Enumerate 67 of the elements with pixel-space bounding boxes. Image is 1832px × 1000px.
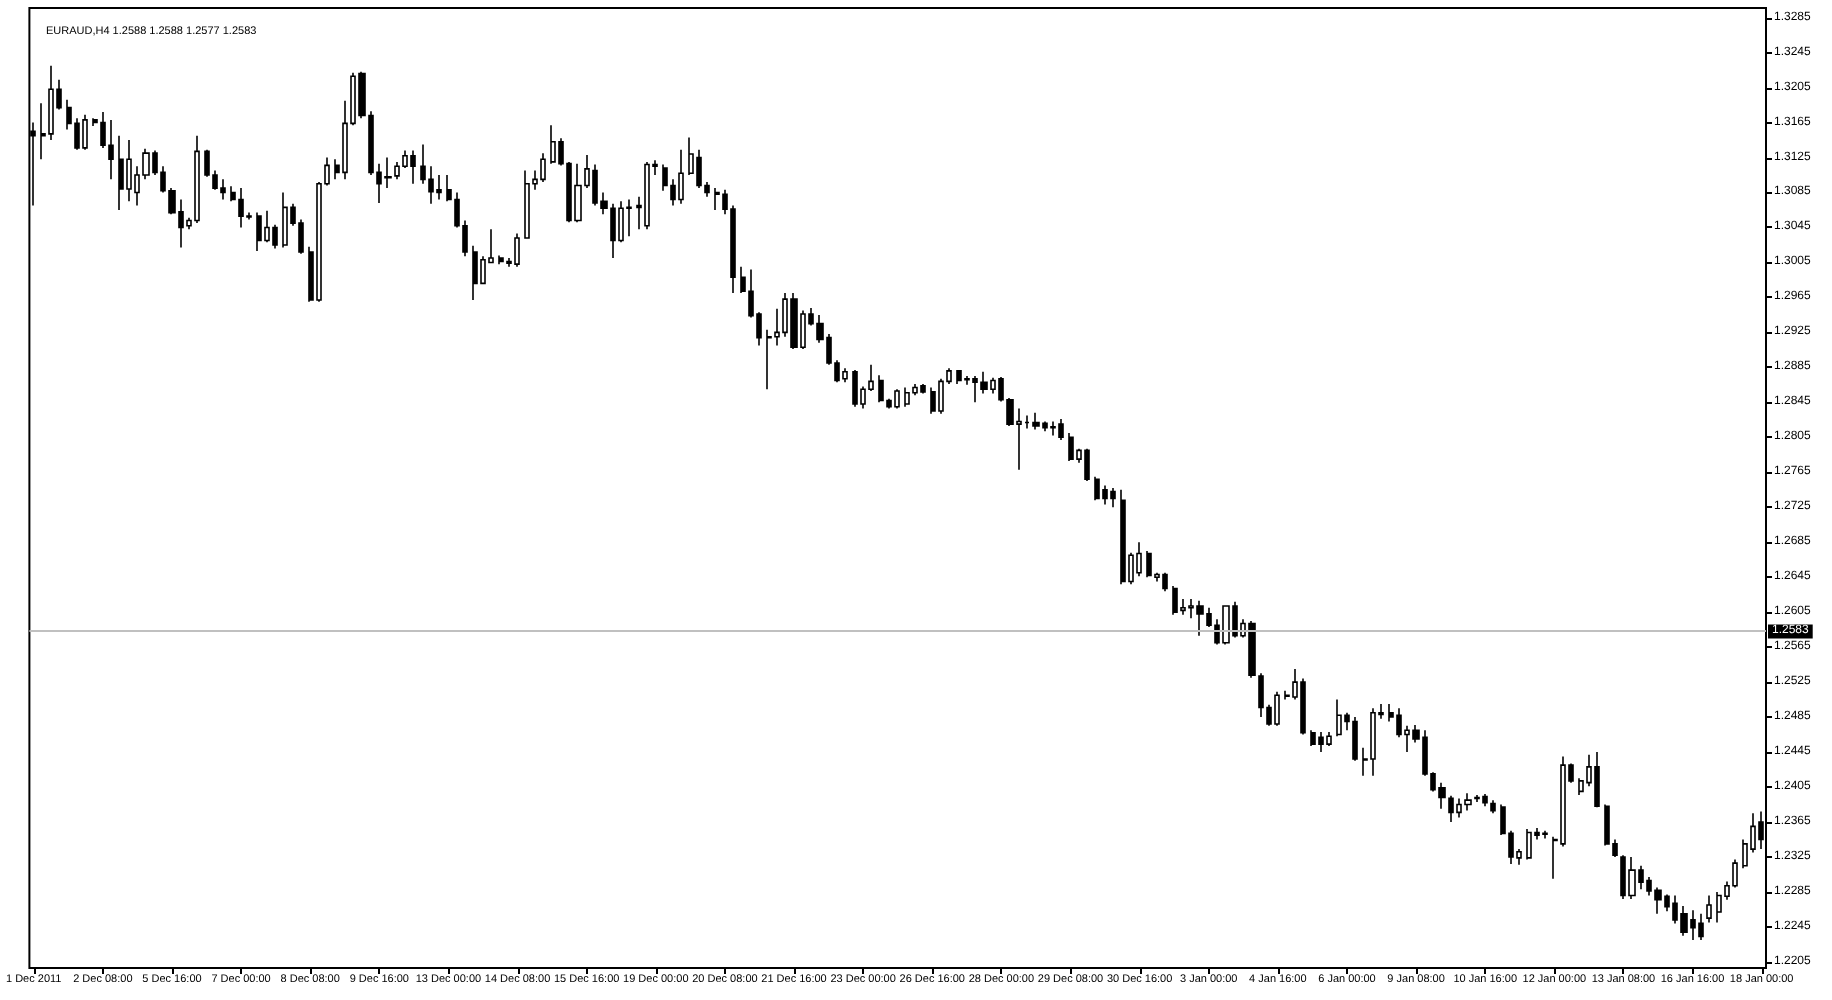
- candlestick: [1300, 677, 1306, 736]
- candlestick: [1370, 707, 1376, 777]
- candlestick: [126, 139, 132, 203]
- candlestick: [904, 386, 910, 408]
- candlestick: [1222, 605, 1230, 646]
- candlestick: [1542, 829, 1548, 840]
- candlestick: [1474, 794, 1480, 803]
- candlestick: [1136, 541, 1142, 578]
- candlestick: [1058, 418, 1064, 441]
- candlestick: [790, 292, 798, 350]
- candlestick: [238, 187, 244, 229]
- candlestick: [82, 113, 88, 151]
- candlestick: [410, 149, 416, 185]
- candlestick: [714, 187, 720, 211]
- candlestick: [540, 152, 546, 183]
- candlestick: [644, 161, 650, 230]
- candlestick: [852, 369, 858, 408]
- candlestick: [220, 178, 226, 201]
- candlestick: [930, 386, 936, 415]
- candlestick: [1526, 828, 1532, 861]
- candlestick: [1084, 447, 1090, 482]
- candlestick: [550, 124, 556, 165]
- candlestick: [920, 383, 926, 395]
- candlestick: [626, 198, 632, 237]
- candlestick: [1172, 585, 1178, 616]
- candlestick: [1050, 420, 1056, 437]
- candlestick: [1448, 794, 1454, 823]
- candlestick: [1336, 698, 1342, 738]
- candlestick: [498, 254, 504, 265]
- candlestick: [1310, 729, 1316, 747]
- candlestick: [894, 388, 900, 410]
- candlestick: [1162, 572, 1168, 592]
- candlestick: [1196, 599, 1204, 637]
- candlestick: [194, 134, 200, 224]
- candlestick: [256, 211, 262, 252]
- candlestick: [1594, 751, 1600, 808]
- candlestick: [514, 232, 520, 268]
- candlestick: [1326, 731, 1332, 747]
- candlestick: [1352, 716, 1358, 762]
- candlestick: [1146, 550, 1152, 578]
- candlestick: [436, 174, 442, 201]
- candlestick: [1120, 488, 1126, 585]
- candlestick: [1094, 475, 1100, 502]
- candlestick: [956, 369, 962, 385]
- candlestick: [1490, 799, 1496, 815]
- candlestick: [118, 134, 124, 211]
- candlestick: [878, 374, 884, 404]
- candlestick: [980, 370, 988, 395]
- candlestick: [678, 148, 684, 205]
- candlestick: [1274, 690, 1280, 727]
- candlestick: [472, 245, 478, 301]
- candlestick: [1110, 487, 1116, 509]
- candlestick: [524, 169, 530, 240]
- candlestick: [282, 191, 288, 249]
- candlestick: [1318, 731, 1324, 753]
- candlestick: [1482, 793, 1488, 808]
- candlestick: [1032, 412, 1040, 431]
- candlestick: [1628, 856, 1636, 900]
- candlestick: [1464, 792, 1472, 812]
- candlestick: [108, 119, 114, 181]
- candlestick: [1102, 484, 1108, 506]
- candlestick: [1698, 912, 1704, 941]
- candlestick: [264, 210, 270, 244]
- candlestick: [1068, 432, 1074, 462]
- candlestick: [842, 367, 848, 384]
- candlestick: [574, 162, 582, 224]
- candlestick: [1706, 894, 1712, 924]
